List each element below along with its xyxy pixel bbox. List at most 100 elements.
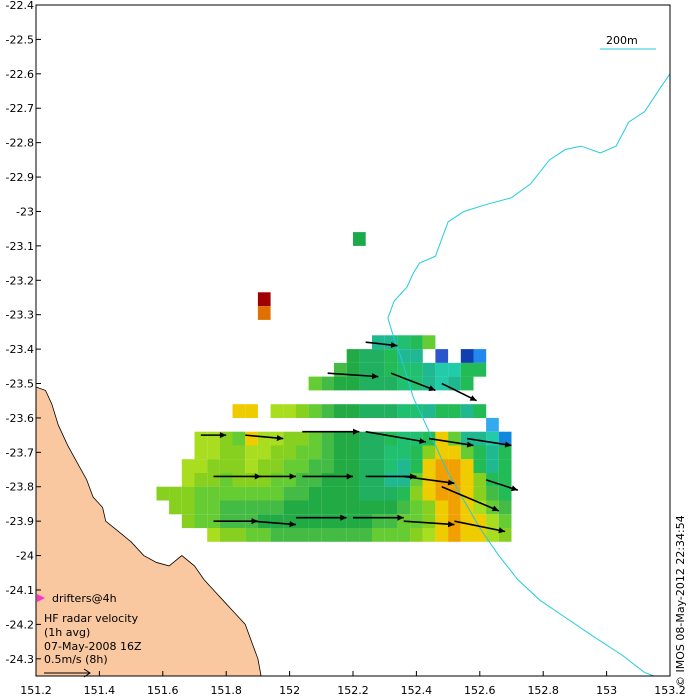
radar-cell [473, 362, 487, 377]
radar-cell [232, 445, 246, 460]
radar-cell [346, 445, 360, 460]
radar-cell [308, 404, 322, 418]
legend-line1: HF radar velocity [44, 612, 139, 625]
radar-cell [384, 376, 398, 391]
legend-scale-label: 0.5m/s (8h) [44, 653, 108, 666]
radar-cell [498, 514, 512, 529]
arrow-head [289, 473, 296, 480]
radar-cell [372, 486, 385, 501]
radar-cell [283, 486, 296, 501]
y-tick-label: -24.2 [6, 618, 34, 631]
radar-cell [181, 500, 195, 515]
radar-cell [232, 473, 246, 487]
radar-cell [321, 376, 334, 391]
radar-cell [245, 431, 258, 446]
radar-cell [359, 514, 372, 529]
radar-cell [232, 486, 246, 501]
radar-cell [384, 445, 398, 460]
radar-cell [448, 459, 461, 473]
radar-cell [498, 500, 512, 515]
radar-cell [460, 459, 474, 473]
radar-cell [384, 528, 398, 542]
radar-cell [372, 349, 385, 363]
radar-cell [422, 445, 436, 460]
radar-cell [245, 500, 258, 515]
radar-cell [245, 445, 258, 460]
radar-cell [283, 431, 296, 446]
radar-cell [295, 500, 309, 515]
scale-bar: 200m [600, 34, 656, 50]
radar-cell [270, 404, 284, 418]
radar-cell [372, 335, 385, 350]
current-arrow [245, 434, 284, 442]
radar-cell [384, 431, 398, 446]
current-arrow [403, 520, 455, 528]
radar-cell [219, 459, 233, 473]
radar-cell [194, 431, 208, 446]
isobath-200m-line [387, 73, 671, 677]
radar-cell [334, 404, 347, 418]
radar-cell [283, 500, 296, 515]
radar-cell [435, 404, 449, 418]
radar-cell [448, 528, 461, 542]
radar-cell [486, 459, 499, 473]
current-arrows [200, 341, 519, 534]
radar-cell [473, 473, 487, 487]
radar-cell [372, 376, 385, 391]
radar-cell [308, 514, 322, 529]
arrow-shaft [327, 372, 379, 378]
radar-cell [346, 500, 360, 515]
radar-cell [207, 500, 220, 515]
radar-cell [207, 445, 220, 460]
radar-cell [308, 431, 322, 446]
y-tick-label: -23.9 [6, 515, 34, 528]
arrow-head [491, 505, 499, 512]
arrow-head [353, 428, 360, 435]
current-arrow [353, 514, 404, 521]
radar-cell [410, 514, 423, 529]
radar-cell [283, 459, 296, 473]
radar-cell [397, 335, 411, 350]
radar-cell [372, 500, 385, 515]
radar-cell [460, 528, 474, 542]
y-tick-label: -23.6 [6, 412, 34, 425]
radar-cell [270, 514, 284, 529]
radar-cell [372, 514, 385, 529]
isobath-segment [387, 73, 671, 339]
radar-cell [194, 445, 208, 460]
radar-cell [486, 514, 499, 529]
radar-cell [353, 232, 366, 246]
radar-cell [372, 404, 385, 418]
radar-cell [397, 362, 411, 377]
legend-line2: (1h avg) [44, 626, 90, 639]
radar-cell [270, 445, 284, 460]
arrow-shaft [428, 437, 474, 447]
radar-cell [435, 349, 449, 363]
radar-cell [359, 528, 372, 542]
radar-cell [460, 445, 474, 460]
radar-cell [486, 528, 499, 542]
radar-cell [435, 514, 449, 529]
radar-cell [283, 404, 296, 418]
radar-cell [473, 486, 487, 501]
radar-cell [473, 528, 487, 542]
radar-cell [321, 431, 334, 446]
y-tick-label: -24 [16, 550, 34, 563]
radar-cell [219, 445, 233, 460]
radar-cell [410, 362, 423, 377]
y-tick-label: -23 [16, 205, 34, 218]
radar-cell [219, 528, 233, 542]
radar-cell [435, 500, 449, 515]
arrow-shaft [365, 430, 427, 443]
radar-cell [295, 404, 309, 418]
radar-cell [460, 486, 474, 501]
y-tick-label: -23.1 [6, 240, 34, 253]
radar-cell [346, 459, 360, 473]
radar-cell [194, 500, 208, 515]
radar-cell [384, 459, 398, 473]
arrow-head [428, 385, 436, 391]
x-axis-ticks: 151.2 151.4 151.6 151.8 152 152.2 152.4 152.6 15… [20, 671, 686, 697]
y-tick-label: -22.8 [6, 137, 34, 150]
radar-cell [232, 528, 246, 542]
arrow-head [510, 485, 518, 492]
